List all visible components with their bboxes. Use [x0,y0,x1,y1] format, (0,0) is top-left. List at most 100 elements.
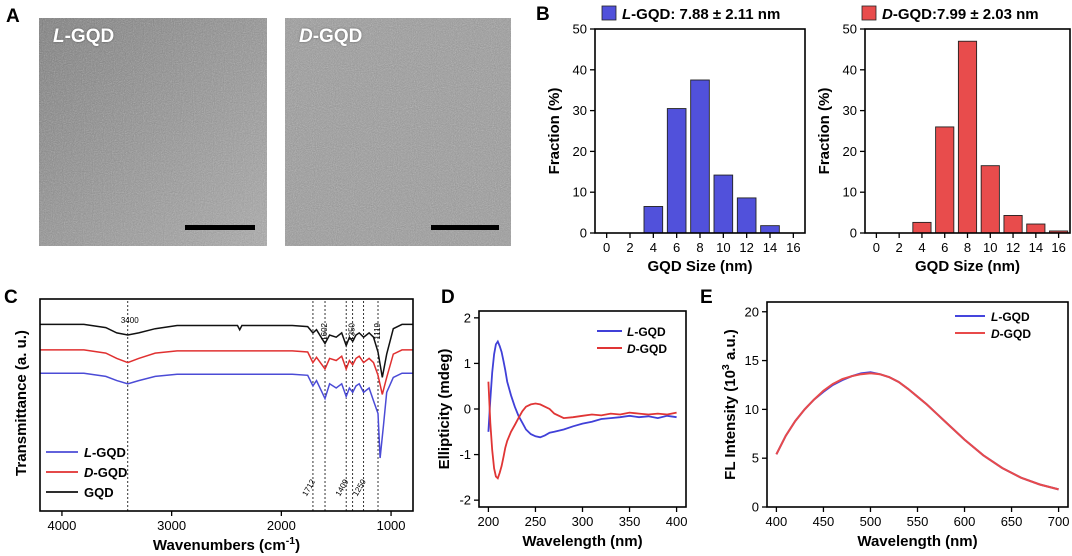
panel-label-c: C [4,287,18,308]
series-line [40,323,413,378]
peak-label: 1712 [300,477,317,497]
y-tick-label: 2 [464,310,471,325]
y-tick-label: 20 [573,144,587,159]
tem-image-d-gqd: D-GQD [285,18,511,246]
x-tick-label: 6 [673,240,680,255]
histogram-bar [935,126,955,234]
x-tick-label: 3000 [157,518,186,533]
text-part: -GQD: 7.88 ± 2.11 nm [631,6,780,23]
peak-label: 1409 [334,477,351,497]
scale-bar [185,225,255,230]
peak-label: 1119 [373,322,382,339]
text-part: D [627,342,636,356]
y-tick-label: 0 [464,402,471,417]
x-tick-label: 450 [813,514,835,529]
text-part: -GQD:7.99 ± 2.03 nm [893,6,1039,23]
histogram-bar [643,206,664,234]
scale-bar [431,225,499,230]
x-tick-label: 12 [1006,240,1020,255]
histogram-bar [912,221,932,234]
x-tick-label: 14 [763,240,777,255]
x-tick-label: 10 [716,240,730,255]
y-tick-label: 0 [850,226,857,241]
x-tick-label: 12 [739,240,753,255]
y-tick-label: 20 [745,304,759,319]
text-part: D [991,327,1000,341]
y-tick-label: -1 [459,447,471,462]
x-tick-label: 600 [954,514,976,529]
x-tick-label: 0 [603,240,610,255]
text-part: -GQD [998,310,1030,324]
y-axis-title: FL Intensity (103 a.u.) [720,329,739,480]
y-tick-label: 0 [580,226,587,241]
panel-label-b: B [536,4,550,25]
x-tick-label: 6 [941,240,948,255]
x-tick-label: 4000 [47,518,76,533]
histogram-bar [713,174,734,234]
peak-label: 3400 [121,316,139,325]
text-part: a.u.) [722,329,739,364]
y-tick-label: 30 [573,103,587,118]
y-axis-title: Fraction (%) [546,88,563,175]
legend-label: L-GQD [627,325,666,339]
y-tick-label: 5 [752,451,759,466]
y-tick-label: 10 [843,185,857,200]
tem-label-d-gqd: D-GQD [299,26,363,47]
histogram-bar [666,108,687,234]
x-tick-label: 8 [696,240,703,255]
text-part: D [882,6,893,23]
text-part: -1 [286,535,295,547]
y-tick-label: 15 [745,353,759,368]
x-tick-label: 0 [873,240,880,255]
y-tick-label: 1 [464,356,471,371]
x-axis-title: Wavenumbers (cm-1) [153,535,300,554]
text-part: D [84,465,94,480]
legend-label: D-GQD [84,465,127,480]
legend-label: D-GQD [627,342,667,356]
panel-label-e: E [700,287,713,308]
x-tick-label: 4 [650,240,657,255]
text-part: ) [295,537,300,554]
series-line [775,371,1059,491]
y-tick-label: 40 [843,62,857,77]
x-tick-label: 550 [907,514,929,529]
tem-texture [39,18,267,246]
y-axis-title: Transmittance (a. u.) [13,330,30,476]
y-tick-label: 10 [745,402,759,417]
x-tick-label: 2 [896,240,903,255]
series-line [487,381,677,480]
x-tick-label: 250 [525,514,547,529]
text-part: Wavenumbers (cm [153,537,286,554]
series-line [40,349,413,395]
histogram-bar [690,79,710,234]
y-tick-label: 10 [573,185,587,200]
x-tick-label: 700 [1048,514,1070,529]
y-tick-label: 50 [573,22,587,37]
series-line [775,372,1059,491]
y-tick-label: 20 [843,144,857,159]
y-tick-label: 50 [843,22,857,37]
histogram-bar [1003,215,1023,234]
legend-label: L-GQD: 7.88 ± 2.11 nm [622,6,780,23]
x-axis-title: GQD Size (nm) [647,258,752,275]
tem-texture [285,18,511,246]
series-line [40,372,413,459]
text-part: -GQD [636,342,668,356]
x-tick-label: 8 [964,240,971,255]
peak-label: 1602 [320,322,329,340]
y-axis-title: Ellipticity (mdeg) [436,349,453,470]
x-tick-label: 2000 [267,518,296,533]
y-tick-label: -2 [459,493,471,508]
text-part: GQD [84,485,114,500]
x-tick-label: 400 [766,514,788,529]
cd-frame [478,310,687,508]
y-axis-title: Fraction (%) [816,88,833,175]
x-axis-title: Wavelength (nm) [522,533,642,550]
text-part: -GQD [634,325,666,339]
histogram-bar [736,197,757,234]
legend-label: D-GQD:7.99 ± 2.03 nm [882,6,1039,23]
text-part: -GQD [93,465,127,480]
ftir-frame [39,298,414,512]
y-tick-label: 40 [573,62,587,77]
peak-label: 1250 [351,477,368,497]
